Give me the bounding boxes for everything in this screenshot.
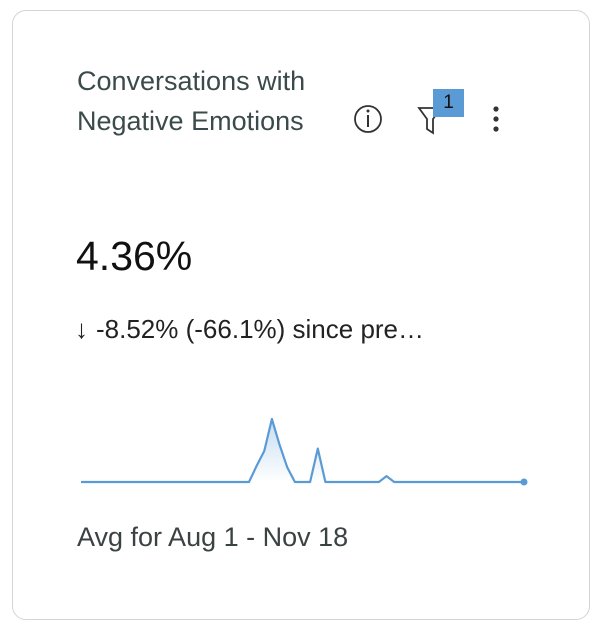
filter-badge: 1 bbox=[433, 89, 464, 117]
sparkline bbox=[81, 417, 528, 486]
sparkline-area bbox=[81, 419, 524, 482]
footer-text: Avg for Aug 1 - Nov 18 bbox=[77, 522, 349, 552]
info-icon[interactable] bbox=[354, 105, 382, 133]
sparkline-line bbox=[81, 417, 524, 484]
card-title: Conversations with Negative Emotions bbox=[77, 66, 306, 136]
metric-card: Conversations with Negative Emotions 1 4… bbox=[12, 10, 590, 620]
more-icon[interactable] bbox=[493, 106, 499, 132]
metric-value: 4.36% bbox=[76, 233, 193, 279]
change-row: ↓ -8.52% (-66.1%) since pre… bbox=[75, 314, 424, 345]
sparkline-end-dot bbox=[520, 478, 528, 486]
down-arrow: ↓ bbox=[75, 314, 88, 344]
change-text: -8.52% (-66.1%) since pre… bbox=[96, 314, 425, 344]
